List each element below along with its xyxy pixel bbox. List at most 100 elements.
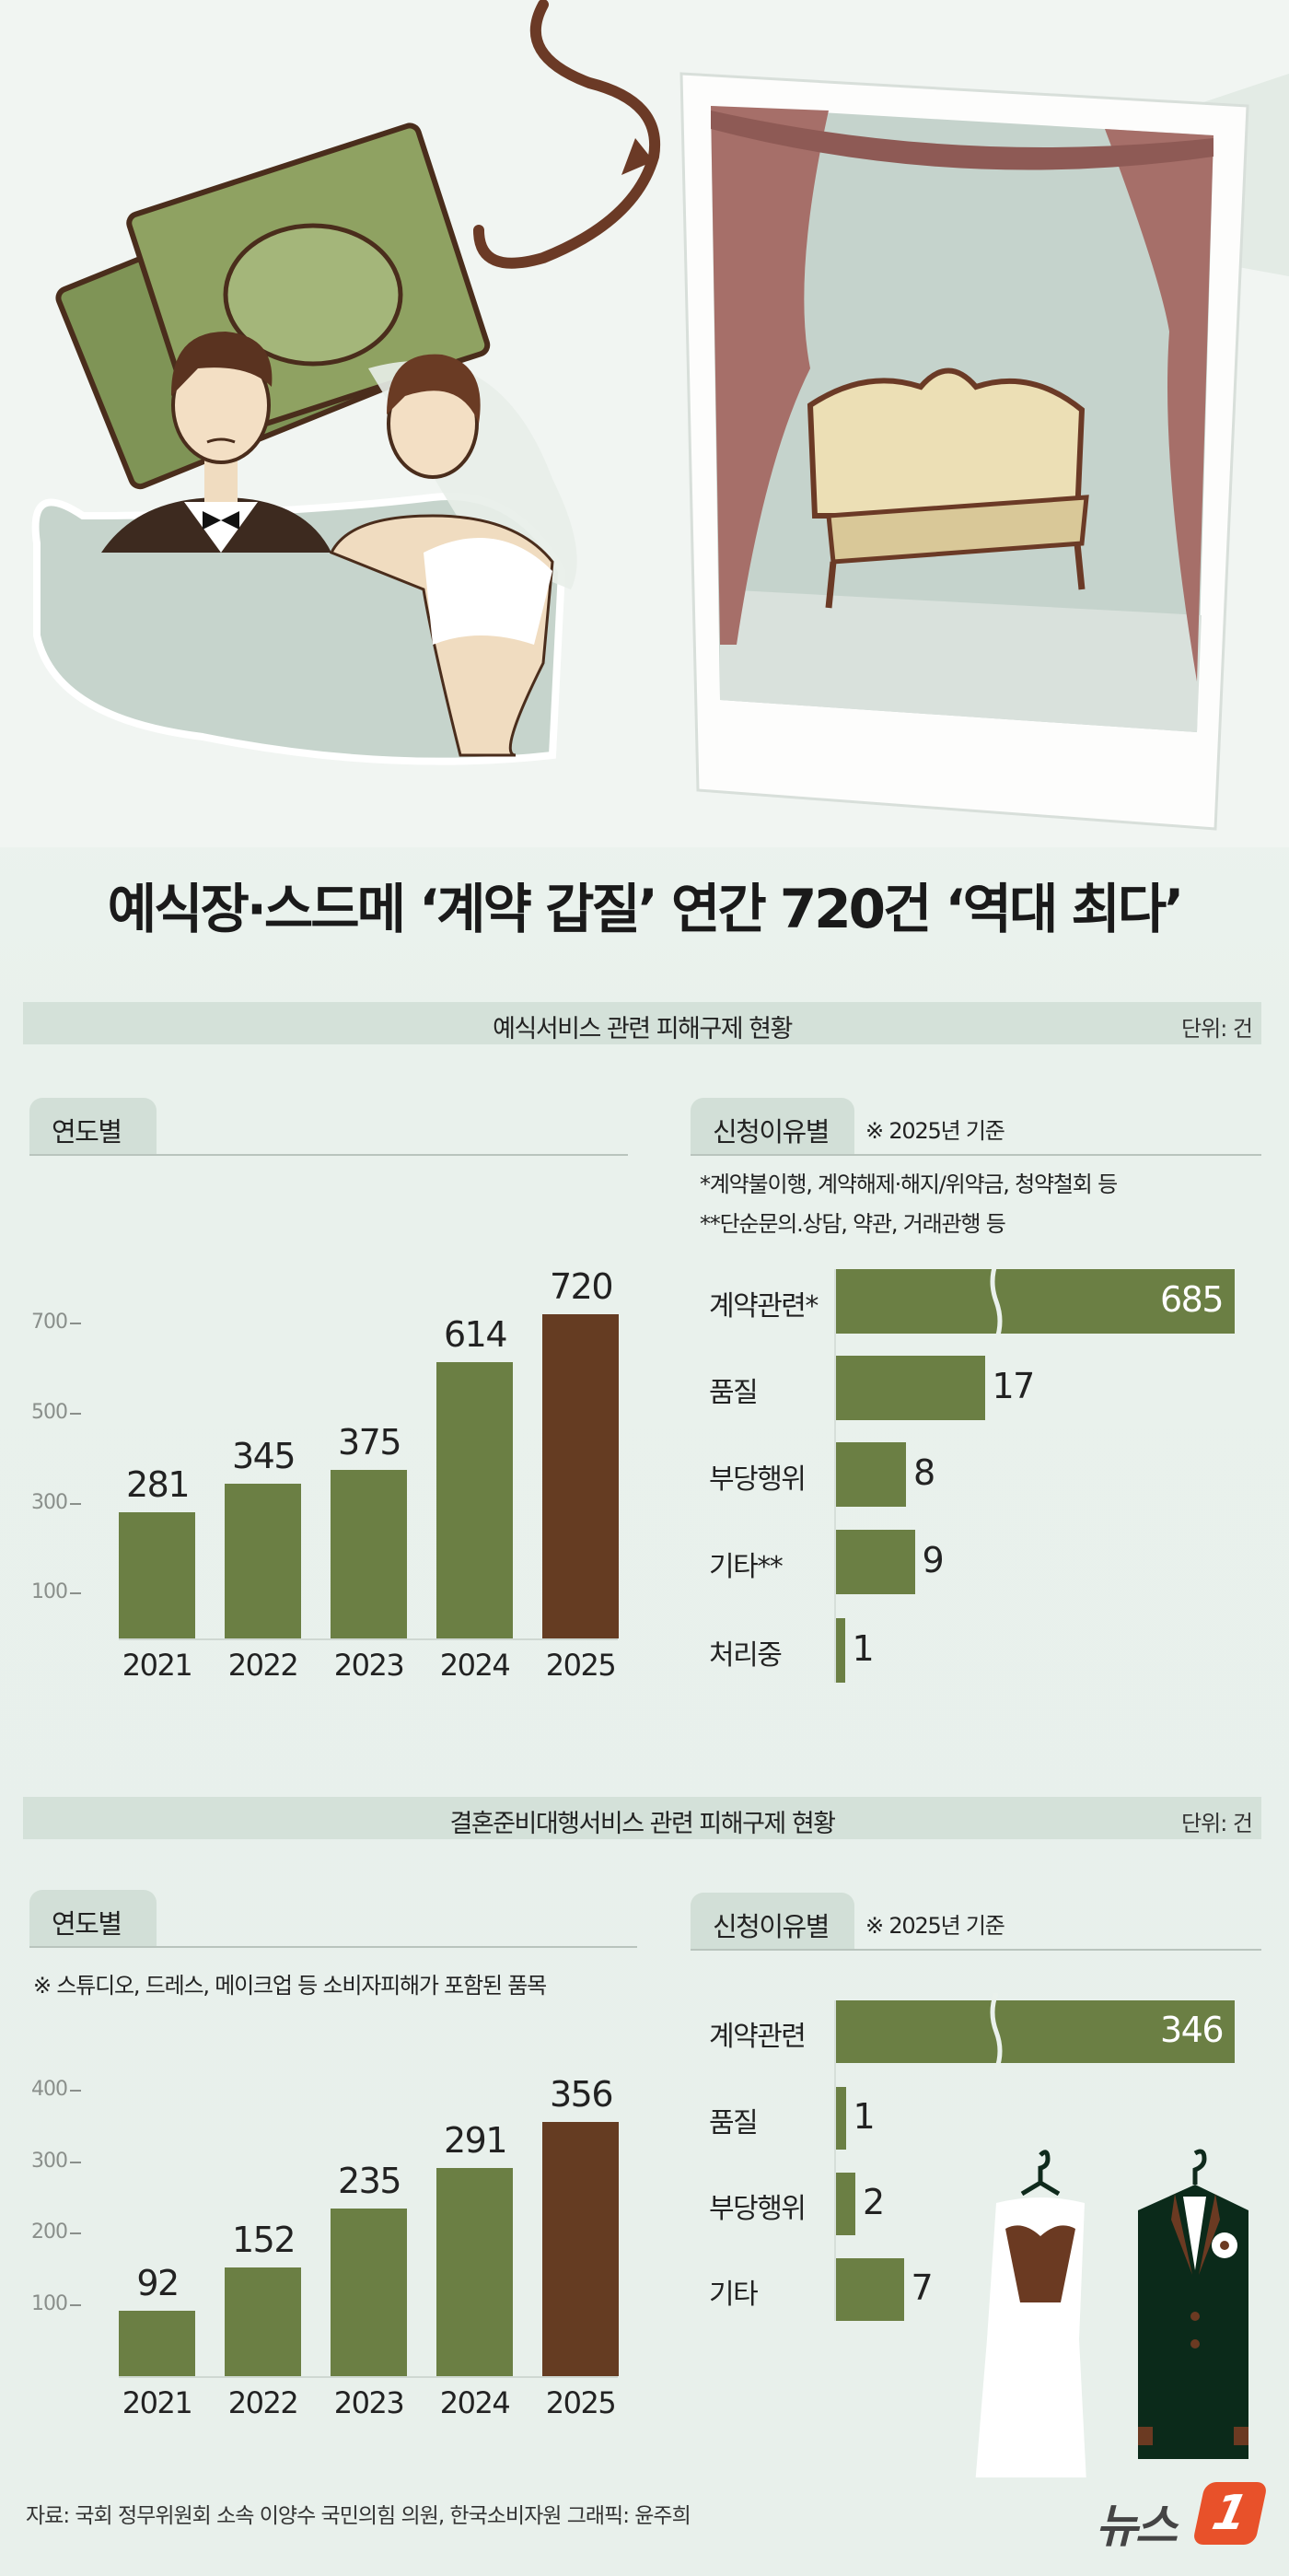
footnote-1: *계약불이행, 계약해제·해지/위약금, 청약철회 등: [700, 1171, 1118, 1197]
category-label: 품질: [709, 2107, 759, 2139]
bar: [836, 2087, 846, 2150]
category-label: 부당행위: [709, 1463, 807, 1496]
axis-break-icon: [990, 1262, 1003, 1341]
x-tick-label: 2025: [545, 1648, 617, 1683]
bar: [836, 1618, 845, 1683]
news1-logo: 뉴스 1: [1096, 2482, 1271, 2553]
tab-yearly: 연도별: [29, 1098, 157, 1155]
y-tick-mark: [70, 2090, 81, 2092]
bar: [836, 1442, 906, 1507]
data-label: 235: [337, 2160, 402, 2201]
dress-and-tuxedo-illustration: [975, 2149, 1248, 2477]
page-title: 예식장·스드메 ‘계약 갑질’ 연간 720건 ‘역대 최다’: [107, 878, 1185, 940]
data-label: 346: [1160, 2010, 1225, 2050]
bar: [225, 2267, 301, 2376]
category-label: 처리중: [709, 1639, 783, 1672]
x-tick-label: 2022: [227, 1648, 299, 1683]
bar: [331, 2208, 407, 2376]
axis-line: [834, 1269, 836, 1683]
y-tick-mark: [70, 1412, 81, 1415]
x-tick-label: 2024: [439, 1648, 511, 1683]
data-label: 1: [853, 2096, 876, 2137]
category-label: 품질: [709, 1377, 759, 1409]
bar: [836, 2000, 1235, 2063]
axis-break-icon: [990, 1993, 1003, 2070]
x-tick-label: 2022: [227, 2385, 299, 2420]
data-label: 356: [549, 2074, 614, 2116]
tuxedo-icon: [1138, 2149, 1248, 2459]
bar: [436, 2168, 513, 2376]
yearly-note: ※ 스튜디오, 드레스, 메이크업 등 소비자피해가 포함된 품목: [33, 1973, 547, 1999]
y-tick-label: 300: [31, 2149, 68, 2173]
category-label: 계약관련*: [709, 1290, 819, 1323]
y-tick-mark: [70, 1502, 81, 1505]
x-tick-label: 2021: [122, 1648, 193, 1683]
section1-title: 예식서비스 관련 피해구제 현황: [493, 1015, 793, 1043]
x-tick-label: 2023: [333, 2385, 405, 2420]
data-label: 152: [231, 2220, 296, 2261]
y-tick-label: 500: [31, 1400, 68, 1424]
bar: [836, 2258, 904, 2321]
source-credit: 자료: 국회 정무위원회 소속 이양수 국민의힘 의원, 한국소비자원 그래픽:…: [26, 2504, 691, 2528]
bar: [331, 1469, 407, 1638]
x-tick-label: 2023: [333, 1648, 405, 1683]
reason-basis-note: ※ 2025년 기준: [865, 1913, 1005, 1939]
category-label: 기타: [709, 2279, 759, 2311]
data-label: 614: [443, 1314, 508, 1356]
y-tick-mark: [70, 2161, 81, 2163]
footnote-2: **단순문의.상담, 약관, 거래관행 등: [700, 1211, 1006, 1237]
reason-basis-note: ※ 2025년 기준: [865, 1118, 1005, 1144]
bar: [836, 1356, 985, 1420]
fish-hook-icon: [473, 0, 661, 269]
axis-line: [834, 2000, 836, 2321]
bar: [836, 1530, 915, 1594]
y-tick-label: 100: [31, 1580, 68, 1604]
section2-unit: 단위: 건: [1181, 1811, 1253, 1836]
data-label: 291: [443, 2120, 508, 2162]
y-tick-label: 700: [31, 1311, 68, 1335]
y-tick-mark: [70, 1592, 81, 1595]
data-label: 685: [1160, 1279, 1225, 1320]
wedding-dress-icon: [975, 2150, 1086, 2477]
data-label: 9: [922, 1540, 945, 1580]
groom-figure: [101, 332, 331, 553]
curtain-left: [711, 106, 829, 645]
y-tick-label: 400: [31, 2078, 68, 2101]
data-label: 2: [863, 2182, 885, 2222]
section2-header: 결혼준비대행서비스 관련 피해구제 현황 단위: 건: [23, 1797, 1261, 1839]
tab-by-reason: 신청이유별: [691, 1893, 854, 1950]
category-label: 기타**: [709, 1551, 784, 1583]
bar: [436, 1362, 513, 1638]
data-label: 720: [549, 1266, 614, 1308]
divider: [29, 1154, 628, 1156]
photo-frame: [679, 72, 1249, 831]
y-tick-mark: [70, 2232, 81, 2234]
bar: [119, 2310, 195, 2376]
section1-unit: 단위: 건: [1181, 1016, 1253, 1042]
wedding-scam-illustration: [0, 0, 1289, 847]
data-label: 375: [337, 1421, 402, 1463]
bar: [836, 2173, 855, 2235]
data-label: 8: [913, 1452, 935, 1493]
tab-yearly: 연도별: [29, 1890, 157, 1947]
section1-header: 예식서비스 관련 피해구제 현황 단위: 건: [23, 1002, 1261, 1044]
bar: [542, 2122, 619, 2376]
bar: [225, 1483, 301, 1638]
bar: [119, 1511, 195, 1638]
data-label: 281: [125, 1463, 191, 1505]
bar: [542, 1314, 619, 1638]
bride-figure: [329, 354, 577, 757]
x-tick-label: 2025: [545, 2385, 617, 2420]
data-label: 92: [136, 2262, 180, 2303]
x-tick-label: 2024: [439, 2385, 511, 2420]
baseline: [119, 2376, 618, 2378]
y-tick-label: 100: [31, 2291, 68, 2315]
data-label: 1: [852, 1628, 875, 1669]
x-tick-label: 2021: [122, 2385, 193, 2420]
category-label: 부당행위: [709, 2193, 807, 2225]
curtain-right: [1105, 129, 1214, 682]
section2-title: 결혼준비대행서비스 관련 피해구제 현황: [449, 1810, 836, 1838]
data-label: 7: [911, 2267, 934, 2308]
divider: [691, 1154, 1261, 1156]
tab-by-reason: 신청이유별: [691, 1098, 854, 1155]
